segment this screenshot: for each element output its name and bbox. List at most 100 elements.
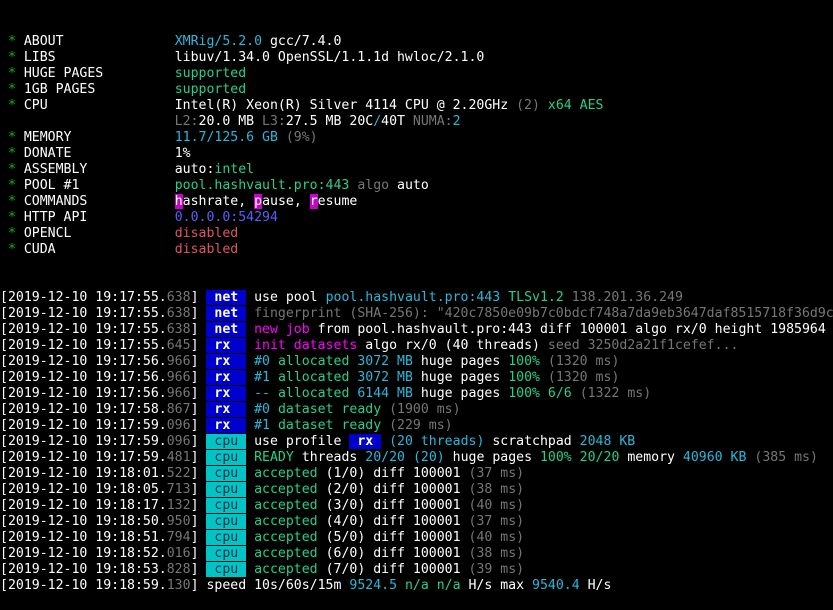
log-text: 40960 KB	[682, 450, 747, 465]
log-text: READY	[254, 450, 294, 465]
log-timestamp-end: ]	[190, 434, 207, 449]
log-line: [2019-12-10 19:18:05.713] cpu accepted (…	[0, 482, 833, 498]
banner-row: * HTTP API 0.0.0.0:54294	[0, 210, 833, 226]
log-text: rx/0	[404, 338, 437, 353]
bullet-icon: *	[0, 178, 24, 193]
log-text: (39 ms)	[468, 562, 525, 577]
log-line: [2019-12-10 19:18:51.794] cpu accepted (…	[0, 530, 833, 546]
log-text: allocated	[270, 370, 358, 385]
log-tag-gap	[246, 418, 254, 433]
log-tag-gap	[246, 450, 254, 465]
log-timestamp-ms: 016	[166, 546, 191, 561]
log-tag-gap	[246, 290, 254, 305]
bullet-icon: *	[0, 66, 24, 81]
log-line: [2019-12-10 19:17:59.096] cpu use profil…	[0, 434, 833, 450]
log-text: huge pages	[412, 354, 509, 369]
log-timestamp-ms: 096	[166, 434, 191, 449]
banner-row: * 1GB PAGES supported	[0, 82, 833, 98]
log-timestamp: [2019-12-10 19:17:55.	[0, 290, 167, 305]
log-text: (1900 ms)	[389, 402, 461, 417]
banner-value: 27.5 MB	[285, 114, 342, 129]
bullet-icon: *	[0, 82, 24, 97]
log-timestamp: [2019-12-10 19:18:51.	[0, 530, 167, 545]
log-text: huge pages	[412, 370, 509, 385]
banner-label: LIBS	[23, 50, 175, 65]
command-hotkey[interactable]: p	[254, 194, 263, 209]
log-tag-cpu: cpu	[206, 514, 247, 529]
banner-label: DONATE	[23, 146, 175, 161]
banner-value	[508, 98, 516, 113]
log-timestamp-end: ]	[190, 450, 207, 465]
log-tag-cpu: cpu	[206, 466, 247, 481]
log-text: accepted	[254, 466, 318, 481]
log-text: 9524.5	[349, 578, 398, 593]
log-timestamp: [2019-12-10 19:17:58.	[0, 402, 167, 417]
command-hotkey[interactable]: h	[174, 194, 183, 209]
log-timestamp: [2019-12-10 19:18:17.	[0, 498, 167, 513]
log-line: [2019-12-10 19:17:58.867] rx #0 dataset …	[0, 402, 833, 418]
banner-value: auto:	[174, 162, 215, 177]
log-tag-cpu: cpu	[206, 498, 247, 513]
log-text: --	[254, 386, 270, 401]
command-hotkey[interactable]: r	[309, 194, 318, 209]
command-name[interactable]: ause	[262, 194, 294, 209]
log-text: 3072 MB	[357, 370, 413, 385]
log-line: [2019-12-10 19:17:55.645] rx init datase…	[0, 338, 833, 354]
banner-row: * POOL #1 pool.hashvault.pro:443 algo au…	[0, 178, 833, 194]
log-text: init datasets	[254, 338, 358, 353]
log-text	[405, 450, 413, 465]
banner-value: 2	[452, 114, 461, 129]
command-name[interactable]: esume	[317, 194, 358, 209]
log-text	[572, 386, 580, 401]
log-text: from	[309, 322, 358, 337]
log-tag-net: net	[206, 322, 247, 337]
banner-row: * MEMORY 11.7/125.6 GB (9%)	[0, 130, 833, 146]
log-line: [2019-12-10 19:17:55.638] net fingerprin…	[0, 306, 833, 322]
log-text	[564, 290, 572, 305]
log-timestamp: [2019-12-10 19:18:53.	[0, 562, 167, 577]
log-tag-gap	[246, 338, 254, 353]
log-text: (1322 ms)	[579, 386, 652, 401]
log-text: scratchpad	[484, 434, 580, 449]
log-text: (20 threads)	[389, 434, 485, 449]
log-tag-rx: rx	[206, 370, 247, 385]
log-timestamp-ms: 638	[166, 322, 191, 337]
log-timestamp-end: ]	[190, 578, 207, 593]
log-tag-net: net	[206, 290, 247, 305]
log-text	[381, 402, 389, 417]
log-timestamp-ms: 828	[166, 562, 191, 577]
command-name[interactable]: ashrate	[182, 194, 239, 209]
banner-value: libuv/1.34.0 OpenSSL/1.1.1d hwloc/2.1.0	[174, 50, 485, 65]
banner-value: auto	[397, 178, 429, 193]
log-text: 9540.4	[532, 578, 580, 593]
banner-value: /	[373, 114, 382, 129]
log-tag-gap	[246, 386, 254, 401]
banner-value: disabled	[174, 242, 239, 257]
banner-label: HTTP API	[23, 210, 175, 225]
separator: ,	[238, 194, 255, 209]
log-line: [2019-12-10 19:17:56.966] rx -- allocate…	[0, 386, 833, 402]
log-text: diff	[532, 322, 580, 337]
log-text: new job	[254, 322, 310, 337]
log-tag-gap	[246, 482, 254, 497]
log-tag-gap	[246, 530, 254, 545]
log-tag-cpu: cpu	[206, 562, 247, 577]
log-text: (38 ms)	[468, 546, 525, 561]
log-line: [2019-12-10 19:17:59.481] cpu READY thre…	[0, 450, 833, 466]
log-text: (385 ms)	[754, 450, 818, 465]
separator: ,	[293, 194, 310, 209]
log-text: accepted	[254, 482, 318, 497]
log-timestamp-ms: 950	[166, 514, 191, 529]
log-text: accepted	[254, 514, 318, 529]
log-text: (37 ms)	[468, 466, 525, 481]
log-line: [2019-12-10 19:17:56.966] rx #0 allocate…	[0, 354, 833, 370]
log-timestamp: [2019-12-10 19:17:56.	[0, 370, 167, 385]
log-timestamp-ms: 966	[166, 386, 191, 401]
log-text: memory	[619, 450, 683, 465]
log-tag-rx: rx	[206, 354, 247, 369]
log-timestamp-end: ]	[190, 498, 207, 513]
log-tag-gap	[246, 466, 254, 481]
banner-value: algo	[357, 178, 398, 193]
bullet-icon: *	[0, 50, 24, 65]
